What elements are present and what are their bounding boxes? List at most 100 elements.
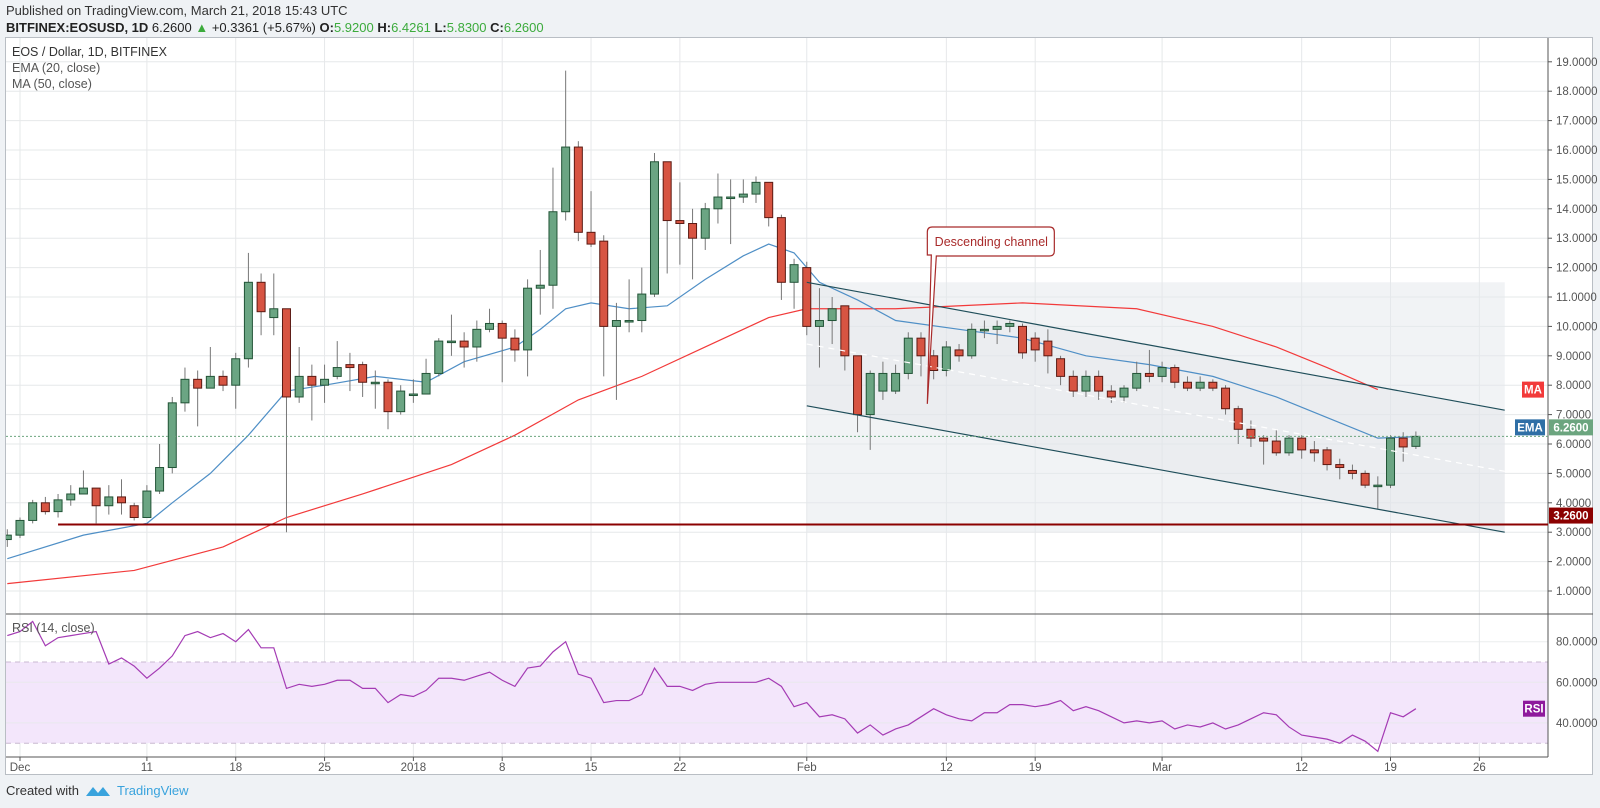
candle[interactable] [535,249,545,315]
candle[interactable] [28,499,38,524]
candle[interactable] [129,502,139,521]
candle[interactable] [294,346,304,403]
candle[interactable] [320,364,330,403]
candle[interactable] [1157,361,1167,383]
candle[interactable] [891,364,901,395]
main-pane[interactable] [3,70,1548,585]
candle[interactable] [180,367,190,412]
candle[interactable] [992,320,1002,345]
tradingview-link[interactable]: TradingView [116,783,189,798]
candle[interactable] [1309,441,1319,462]
candle[interactable] [1170,364,1180,389]
candle[interactable] [446,314,456,356]
candle[interactable] [1005,320,1015,333]
candle[interactable] [1195,376,1205,392]
candle[interactable] [1386,435,1396,489]
candle[interactable] [231,352,241,409]
candle[interactable] [1056,355,1066,386]
candle[interactable] [15,517,25,539]
candle[interactable] [814,288,824,368]
candle[interactable] [624,279,634,333]
candle[interactable] [269,273,279,336]
candle[interactable] [1144,349,1154,383]
candle[interactable] [764,181,774,227]
candle[interactable] [1259,435,1269,465]
candle[interactable] [40,496,50,515]
candle[interactable] [396,385,406,415]
candle[interactable] [688,208,698,280]
candle[interactable] [1284,435,1294,456]
candle[interactable] [751,176,761,203]
candle[interactable] [421,358,431,395]
legend-ma[interactable]: MA (50, close) [12,77,92,91]
candle[interactable] [941,341,951,377]
candle[interactable] [637,267,647,333]
legend-ema[interactable]: EMA (20, close) [12,61,101,75]
candle[interactable] [307,364,317,421]
candle[interactable] [383,379,393,430]
candle[interactable] [726,179,736,245]
candle[interactable] [967,323,977,359]
candle[interactable] [142,485,152,519]
candle[interactable] [167,396,177,474]
candle[interactable] [472,320,482,362]
candle[interactable] [66,485,76,506]
candle[interactable] [586,191,596,248]
candle[interactable] [649,152,659,297]
candle[interactable] [53,493,63,518]
candle[interactable] [1208,379,1218,392]
candle[interactable] [1182,376,1192,392]
candle[interactable] [104,485,114,515]
candle[interactable] [903,332,913,380]
candle[interactable] [802,261,812,336]
candle[interactable] [1322,446,1332,471]
candle[interactable] [117,479,127,515]
candle[interactable] [1335,458,1345,480]
candle[interactable] [573,141,583,242]
candle[interactable] [599,235,609,377]
candle[interactable] [1081,370,1091,397]
candle[interactable] [1030,332,1040,362]
candle[interactable] [675,182,685,265]
candle[interactable] [1347,464,1357,480]
candle[interactable] [497,320,507,383]
candle[interactable] [78,470,88,495]
candle[interactable] [738,179,748,203]
callout-box[interactable] [926,226,1055,404]
candle[interactable] [434,338,444,377]
candle[interactable] [1271,429,1281,456]
candle[interactable] [1043,329,1053,374]
candle[interactable] [459,332,469,368]
rsi-line[interactable] [7,620,1417,753]
candle[interactable] [408,379,418,403]
candle[interactable] [979,320,989,339]
candle[interactable] [281,308,291,533]
candle[interactable] [370,370,380,409]
candle[interactable] [523,279,533,377]
candle[interactable] [713,173,723,224]
candle[interactable] [91,487,101,524]
candle[interactable] [205,346,215,389]
candle[interactable] [611,302,621,400]
candle[interactable] [548,167,558,309]
candle[interactable] [332,341,342,380]
candle[interactable] [1119,385,1129,403]
candle[interactable] [243,252,253,368]
candle[interactable] [954,344,964,362]
candle[interactable] [193,370,203,427]
candle[interactable] [827,297,837,345]
candle[interactable] [1360,470,1370,489]
candle[interactable] [485,308,495,333]
candle[interactable] [1221,385,1231,415]
candle[interactable] [1068,370,1078,397]
legend-rsi[interactable]: RSI (14, close) [12,621,95,635]
candle[interactable] [155,444,165,494]
candle[interactable] [1297,435,1307,459]
candle[interactable] [776,214,786,300]
candle[interactable] [1373,476,1383,509]
candle[interactable] [1233,405,1243,444]
candle[interactable] [878,361,888,400]
candle[interactable] [345,352,355,392]
candle[interactable] [218,370,228,392]
